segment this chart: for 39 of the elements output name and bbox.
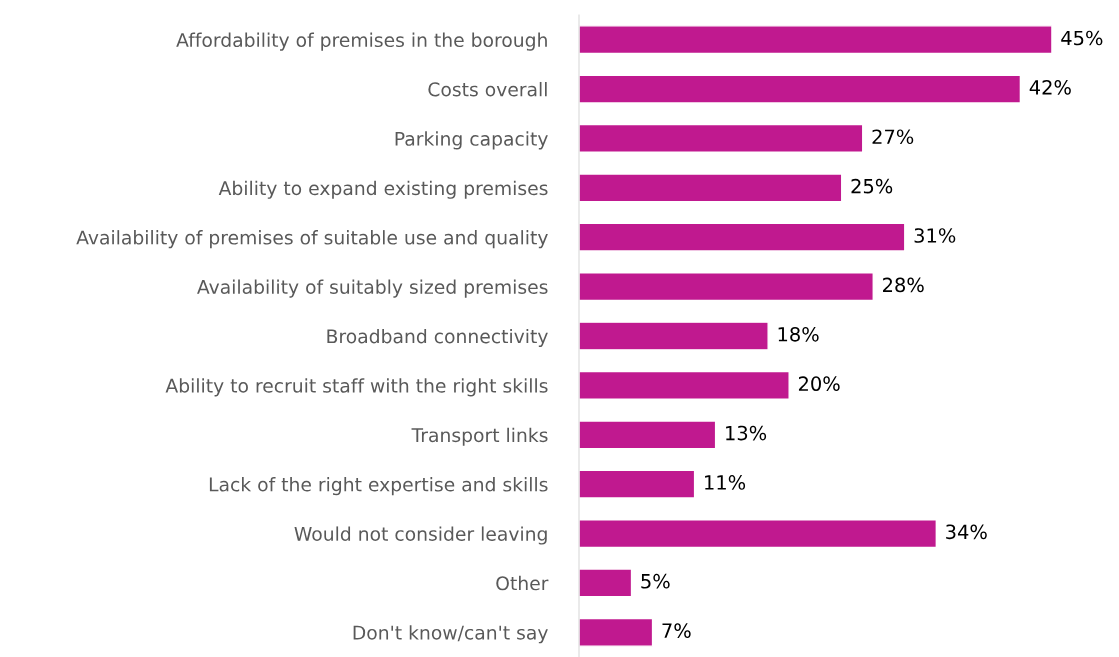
data-label: 5% <box>641 573 670 589</box>
y-tick-label: Don't know/can't say <box>353 625 548 644</box>
bar <box>579 173 843 203</box>
data-label: 25% <box>851 178 893 194</box>
y-tick-label: Would not consider leaving <box>294 526 547 545</box>
data-label: 13% <box>726 425 767 441</box>
bar <box>579 123 864 153</box>
y-tick-label: Transport links <box>411 427 548 446</box>
y-tick-label: Broadband connectivity <box>327 328 548 348</box>
y-tick-label: Availability of suitably sized premises <box>197 279 548 298</box>
data-label: 20% <box>798 376 840 392</box>
bar <box>579 272 874 302</box>
y-tick-label: Parking capacity <box>395 131 548 150</box>
bar <box>579 420 717 450</box>
bar <box>579 25 1053 55</box>
y-tick-label: Affordability of premises in the borough <box>176 32 547 51</box>
bar <box>579 469 696 499</box>
data-label: 28% <box>883 277 924 293</box>
data-label: 27% <box>872 129 914 145</box>
bar <box>579 370 790 400</box>
y-tick-label: Ability to recruit staff with the right skills <box>165 378 548 397</box>
data-label: 7% <box>662 623 691 638</box>
bar <box>579 617 654 647</box>
y-tick-label: Availability of premises of suitable use and quality <box>76 230 548 249</box>
bar <box>579 519 938 549</box>
bar <box>579 222 906 252</box>
y-tick-label: Costs overall <box>428 81 547 97</box>
y-tick-label: Other <box>496 575 549 591</box>
bar <box>579 321 769 351</box>
data-label: 45% <box>1061 30 1103 46</box>
data-label: 31% <box>914 228 956 243</box>
y-tick-label: Lack of the right expertise and skills <box>209 477 548 496</box>
bar <box>579 74 1022 104</box>
y-tick-label: Ability to expand existing premises <box>218 180 548 199</box>
data-label: 18% <box>778 326 819 342</box>
data-label: 11% <box>705 475 746 490</box>
bar <box>579 568 633 598</box>
data-label: 42% <box>1029 80 1071 95</box>
data-label: 34% <box>946 524 987 540</box>
